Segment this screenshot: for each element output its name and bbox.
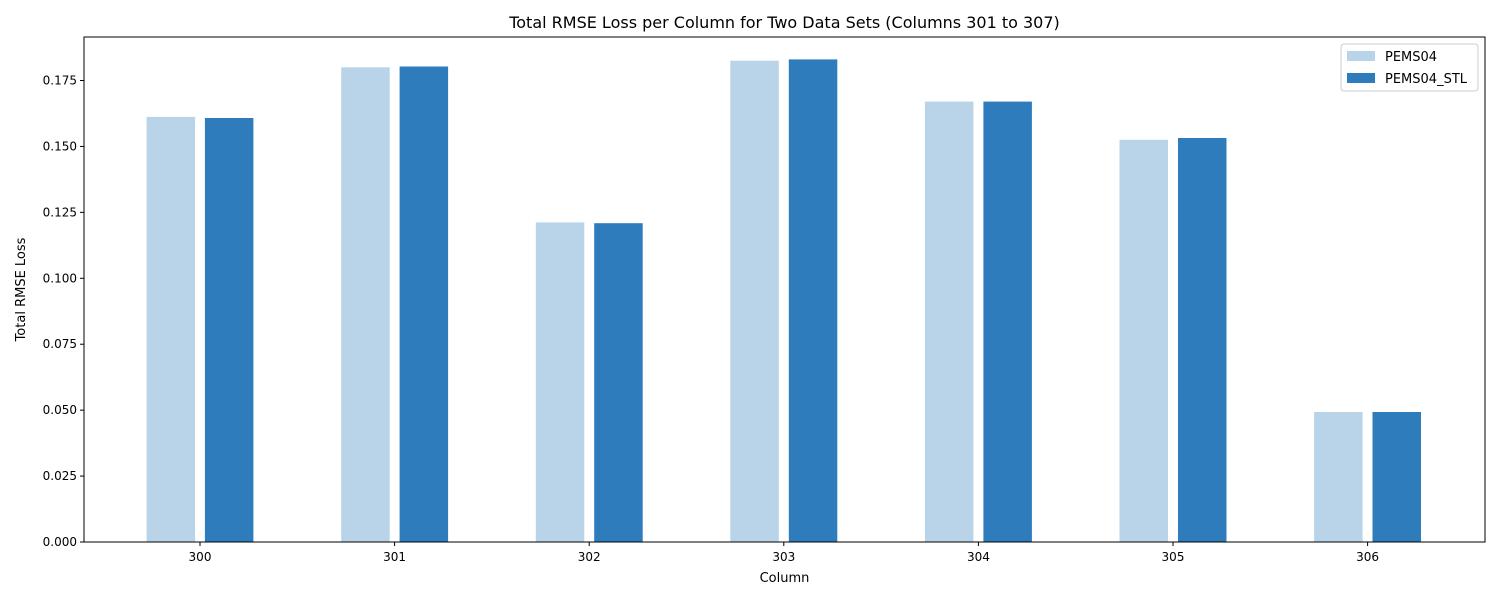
y-axis-label: Total RMSE Loss [14, 237, 29, 342]
y-tick-label: 0.100 [43, 271, 77, 285]
legend-label-pems04: PEMS04 [1385, 50, 1437, 65]
bar-pems04-300 [146, 116, 196, 543]
bar-pems04-305 [1119, 139, 1168, 543]
bar-pems04-302 [535, 222, 585, 542]
x-axis: 300 301 302 303 304 305 306 [189, 542, 1379, 564]
y-tick-label: 0.075 [43, 337, 77, 351]
y-tick-label: 0.150 [43, 139, 77, 153]
y-tick-label: 0.000 [43, 535, 77, 549]
bar-pems04-stl-304 [983, 101, 1032, 542]
bar-pems04-303 [730, 60, 779, 542]
bar-pems04-stl-301 [399, 66, 449, 542]
x-tick-label: 300 [189, 550, 212, 564]
x-axis-label: Column [760, 571, 810, 586]
chart-title: Total RMSE Loss per Column for Two Data … [508, 13, 1060, 32]
x-tick-label: 306 [1356, 550, 1379, 564]
x-tick-label: 303 [772, 550, 795, 564]
legend-swatch-pems04 [1347, 51, 1375, 61]
x-tick-label: 301 [383, 550, 406, 564]
x-tick-label: 302 [578, 550, 601, 564]
x-tick-label: 304 [967, 550, 990, 564]
bar-pems04-stl-303 [788, 59, 838, 543]
bar-pems04-stl-300 [204, 118, 254, 542]
bar-pems04-301 [341, 67, 390, 543]
bars-layer [146, 59, 1421, 543]
legend-frame [1340, 43, 1479, 92]
bar-pems04-stl-306 [1372, 412, 1421, 542]
legend: PEMS04 PEMS04_STL [1340, 43, 1479, 92]
bar-pems04-stl-305 [1178, 138, 1227, 542]
y-tick-label: 0.125 [43, 205, 77, 219]
bar-pems04-306 [1314, 412, 1363, 542]
bar-pems04-304 [924, 101, 974, 542]
x-tick-label: 305 [1162, 550, 1185, 564]
plot-frame [83, 36, 1486, 543]
bar-pems04-stl-302 [594, 223, 643, 542]
y-tick-label: 0.050 [43, 403, 77, 417]
y-tick-label: 0.025 [43, 469, 77, 483]
legend-swatch-pems04-stl [1347, 73, 1375, 83]
legend-label-pems04-stl: PEMS04_STL [1385, 72, 1468, 87]
y-tick-label: 0.175 [43, 74, 77, 88]
y-axis: 0.000 0.025 0.050 0.075 0.100 0.125 0.150 0.175 [43, 74, 84, 549]
